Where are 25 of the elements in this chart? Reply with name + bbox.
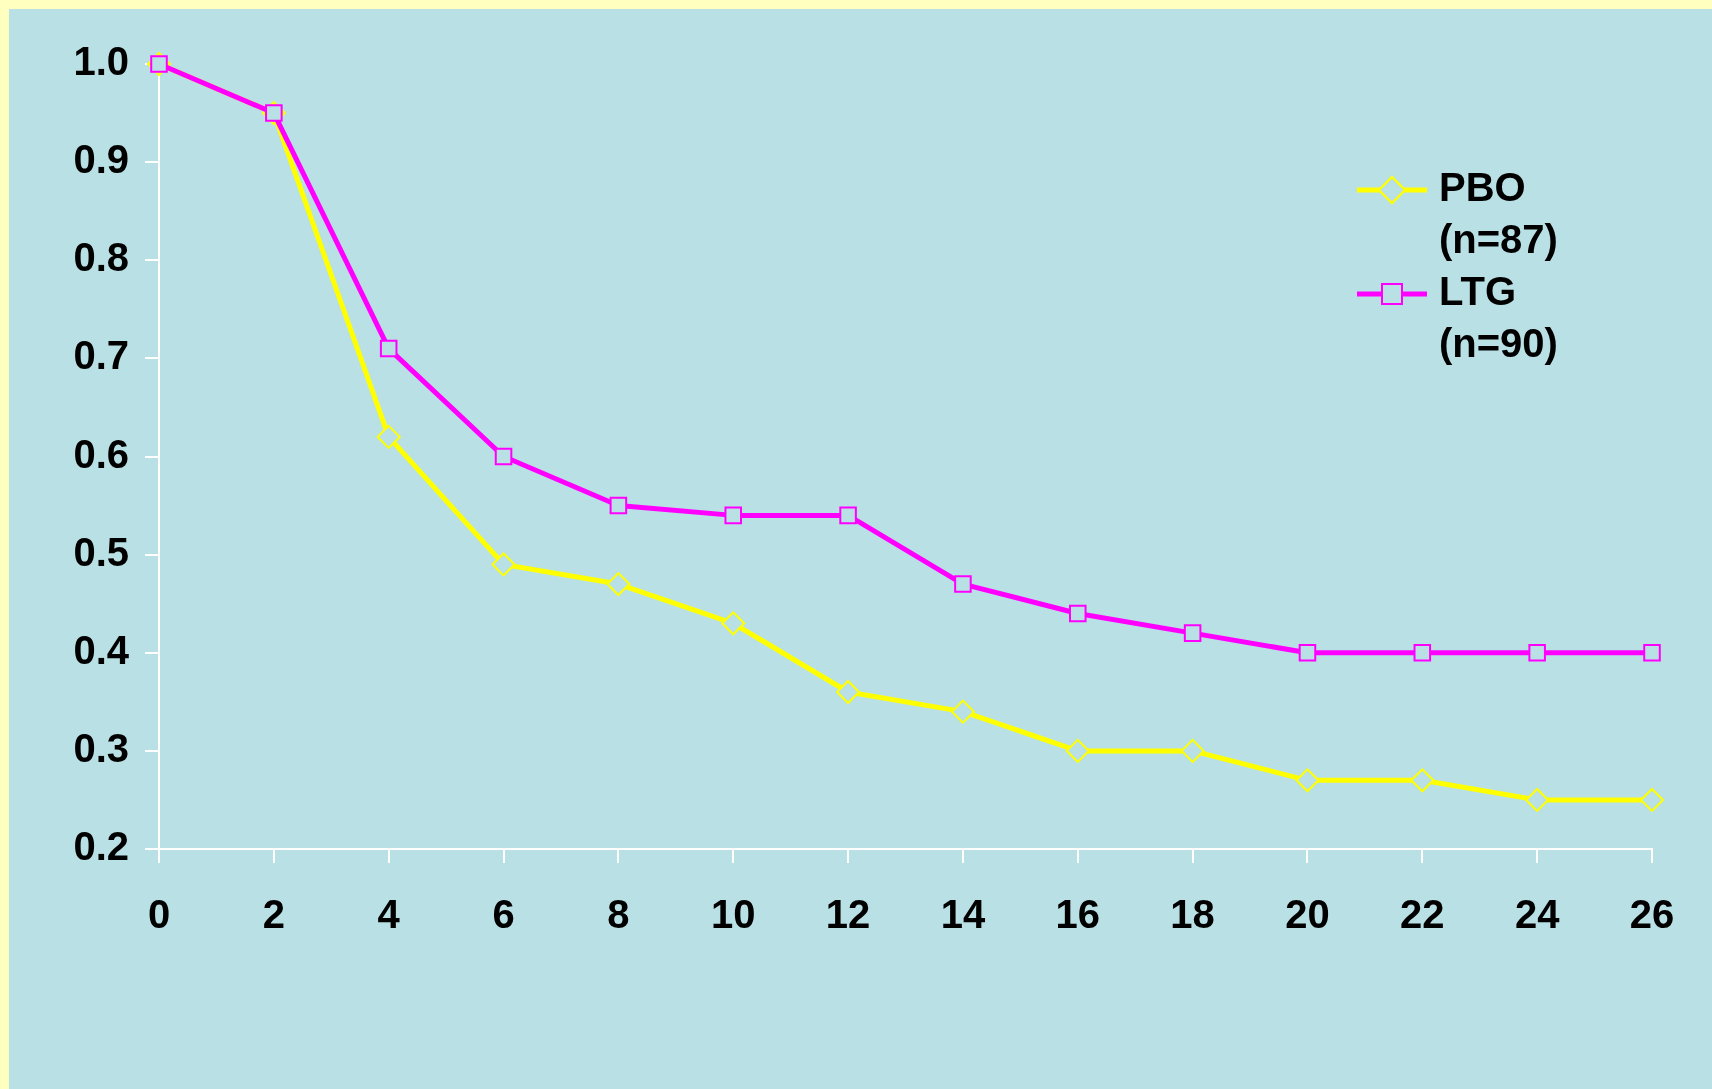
- x-tick-label: 0: [147, 892, 171, 937]
- x-tick-label: 8: [607, 892, 630, 937]
- y-tick-label: 0.5: [73, 529, 129, 574]
- y-tick-label: 0.2: [73, 824, 129, 869]
- y-tick-label: 0.4: [73, 627, 130, 672]
- y-tick-label: 0.7: [73, 333, 129, 378]
- x-tick-label: 2: [262, 892, 285, 937]
- x-tick-label: 24: [1514, 892, 1561, 937]
- legend-label: PBO (n=87): [1439, 165, 1558, 262]
- x-tick-label: 16: [1055, 892, 1101, 937]
- legend-label: LTG (n=90): [1439, 269, 1558, 366]
- x-tick-label: 26: [1629, 892, 1675, 937]
- y-tick-label: 0.9: [73, 137, 129, 182]
- x-tick-label: 6: [492, 892, 515, 937]
- x-tick-label: 22: [1400, 892, 1445, 937]
- x-tick-label: 14: [940, 892, 986, 937]
- x-tick-label: 12: [825, 892, 871, 937]
- y-tick-label: 0.8: [73, 235, 129, 280]
- y-tick-label: 0.6: [73, 431, 129, 476]
- y-tick-label: 1.0: [73, 39, 129, 84]
- x-tick-label: 10: [710, 892, 756, 937]
- x-tick-label: 4: [377, 892, 401, 937]
- x-tick-label: 20: [1285, 892, 1330, 937]
- y-tick-label: 0.3: [73, 725, 129, 770]
- x-tick-label: 18: [1170, 892, 1215, 937]
